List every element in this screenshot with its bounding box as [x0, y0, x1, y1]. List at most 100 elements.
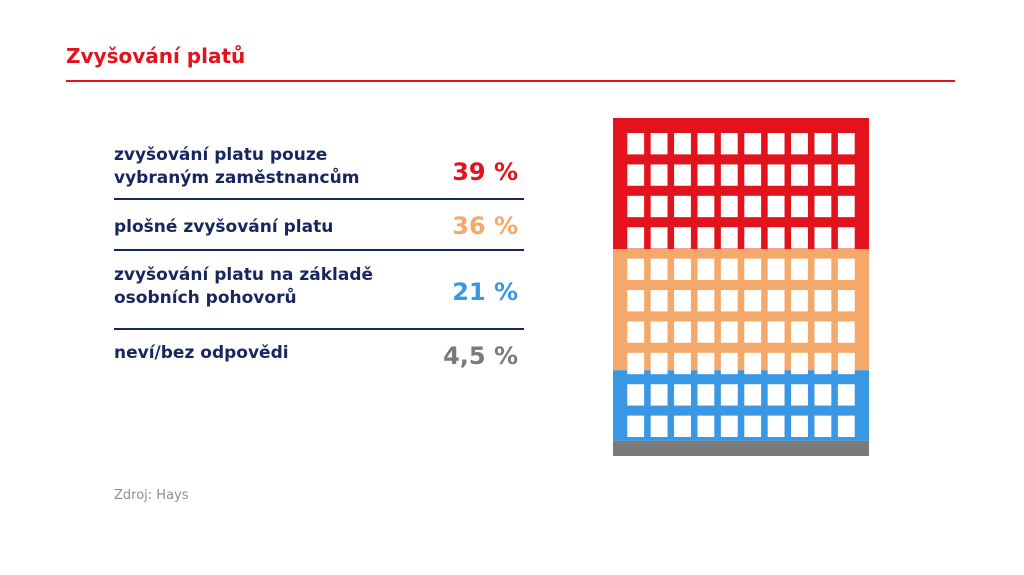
waffle-cell	[674, 227, 691, 249]
legend-label-line: zvyšování platu pouze	[114, 145, 328, 165]
waffle-cell	[791, 321, 808, 343]
waffle-cell	[814, 133, 832, 155]
waffle-cell	[697, 384, 715, 406]
legend-value-interviews: 21 %	[452, 278, 518, 306]
waffle-cell	[627, 258, 645, 280]
waffle-cell	[837, 415, 855, 437]
waffle-cell	[744, 258, 762, 280]
waffle-cell	[767, 321, 785, 343]
waffle-cell	[814, 227, 832, 249]
waffle-cell	[697, 227, 715, 249]
waffle-cell	[650, 384, 668, 406]
waffle-cell	[767, 352, 785, 375]
waffle-cell	[744, 321, 762, 343]
waffle-cell	[720, 227, 738, 249]
waffle-cell	[674, 352, 691, 375]
waffle-cell	[837, 195, 855, 218]
legend-label-unknown: neví/bez odpovědi	[114, 342, 289, 365]
waffle-cell	[650, 133, 668, 155]
waffle-cell	[674, 321, 691, 343]
waffle-cell	[744, 352, 762, 375]
waffle-cell	[674, 384, 691, 406]
waffle-cell	[837, 227, 855, 249]
waffle-cell	[674, 258, 691, 280]
waffle-cell	[767, 195, 785, 218]
legend-label-selective: zvyšování platu pouze vybraným zaměstnan…	[114, 144, 359, 190]
waffle-cell	[674, 290, 691, 312]
waffle-cell	[720, 133, 738, 155]
waffle-cell	[837, 352, 855, 375]
waffle-cell	[674, 164, 691, 186]
waffle-cell	[697, 258, 715, 280]
waffle-cell	[627, 133, 645, 155]
waffle-cell	[697, 352, 715, 375]
waffle-cell	[697, 415, 715, 437]
waffle-cell	[650, 321, 668, 343]
legend-divider	[114, 198, 524, 200]
waffle-cell	[720, 321, 738, 343]
waffle-cell	[767, 258, 785, 280]
waffle-cell	[744, 415, 762, 437]
waffle-cell	[767, 133, 785, 155]
legend-value-selective: 39 %	[452, 158, 518, 186]
waffle-cell	[744, 195, 762, 218]
waffle-cell	[650, 195, 668, 218]
waffle-cell	[791, 258, 808, 280]
waffle-cell	[767, 227, 785, 249]
waffle-cell	[791, 384, 808, 406]
legend-label-flat: plošné zvyšování platu	[114, 216, 333, 239]
waffle-cell	[837, 290, 855, 312]
waffle-cell	[837, 133, 855, 155]
waffle-cell	[767, 290, 785, 312]
legend-label-interviews: zvyšování platu na základě osobních poho…	[114, 264, 373, 310]
waffle-cell	[814, 258, 832, 280]
waffle-cell	[791, 227, 808, 249]
waffle-cell	[697, 321, 715, 343]
waffle-cell	[650, 290, 668, 312]
waffle-cell	[744, 227, 762, 249]
waffle-cell	[744, 384, 762, 406]
legend-value-flat: 36 %	[452, 212, 518, 240]
waffle-cell	[627, 352, 645, 375]
legend-row-selective: zvyšování platu pouze vybraným zaměstnan…	[114, 144, 524, 200]
title-underline	[66, 80, 955, 82]
waffle-cell	[697, 133, 715, 155]
waffle-cell	[791, 415, 808, 437]
waffle-cell	[720, 352, 738, 375]
waffle-cell	[697, 290, 715, 312]
legend-row-interviews: zvyšování platu na základě osobních poho…	[114, 264, 524, 330]
waffle-cell	[720, 164, 738, 186]
waffle-cell	[837, 321, 855, 343]
legend-label-line: vybraným zaměstnancům	[114, 168, 360, 188]
chart-title: Zvyšování platů	[66, 44, 246, 68]
waffle-cell	[674, 195, 691, 218]
waffle-cell	[767, 415, 785, 437]
waffle-cell	[627, 195, 645, 218]
source-note: Zdroj: Hays	[114, 488, 189, 503]
waffle-cell	[720, 290, 738, 312]
waffle-cell	[674, 415, 691, 437]
waffle-cell	[627, 415, 645, 437]
legend-row-unknown: neví/bez odpovědi 4,5 %	[114, 342, 524, 372]
waffle-cell	[791, 164, 808, 186]
waffle-cell	[814, 321, 832, 343]
waffle-cell	[814, 164, 832, 186]
waffle-cell	[720, 384, 738, 406]
waffle-cell	[767, 384, 785, 406]
waffle-cell	[627, 321, 645, 343]
waffle-cell	[650, 164, 668, 186]
waffle-cell	[697, 164, 715, 186]
waffle-cell	[744, 133, 762, 155]
legend-label-line: plošné zvyšování platu	[114, 217, 334, 237]
waffle-cell	[627, 227, 645, 249]
waffle-cell	[650, 227, 668, 249]
waffle-cell	[720, 195, 738, 218]
waffle-cell	[650, 415, 668, 437]
waffle-cell	[627, 290, 645, 312]
waffle-cell	[674, 133, 691, 155]
waffle-cell	[791, 352, 808, 375]
legend-divider	[114, 328, 524, 330]
waffle-cell	[814, 384, 832, 406]
waffle-cell	[837, 384, 855, 406]
waffle-cell	[650, 352, 668, 375]
